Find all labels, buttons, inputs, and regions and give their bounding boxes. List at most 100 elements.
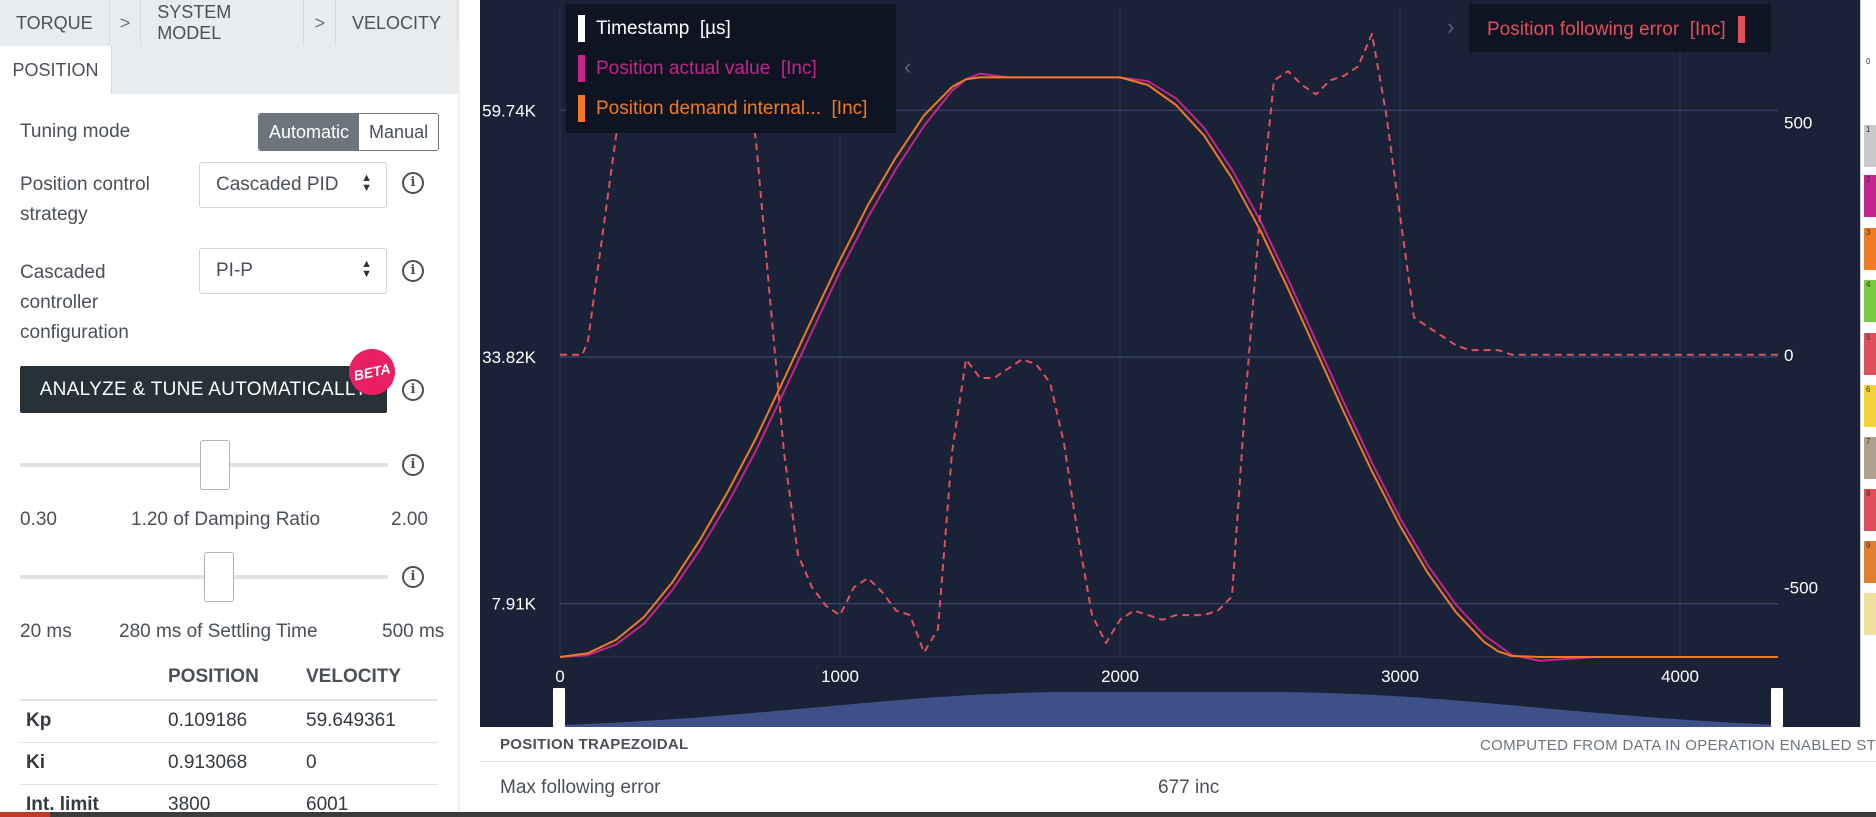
channel-tab[interactable]: 9 [1864,541,1876,583]
config-value: PI-P [216,260,253,281]
y-left-tick-label: 33.82K [482,348,537,367]
tab-row: POSITION [0,46,458,94]
max-following-error-value: 677 inc [1158,777,1220,798]
info-icon[interactable]: i [402,172,424,194]
legend-item-position-demand[interactable]: Position demand internal... [Inc] [578,95,867,122]
gain-velocity-value: 59.649361 [306,700,438,743]
table-row: Ki 0.913068 0 [20,742,438,785]
table-header-velocity: VELOCITY [306,655,438,701]
x-tick-label: 3000 [1381,667,1419,686]
y-left-tick-label: 7.91K [492,595,537,614]
legend-unit: [Inc] [831,97,868,119]
legend-item-timestamp[interactable]: Timestamp [µs] [578,15,731,42]
divider [480,761,1876,762]
panel-scrollbar[interactable]: ⌃ ⌄ [458,0,460,812]
max-following-error-label: Max following error [500,777,661,798]
legend-label: Position demand internal... [596,97,821,119]
cascaded-controller-configuration-select[interactable]: PI-P ▲ ▼ [199,248,387,294]
table-row: Int. limit 3800 6001 [20,784,438,812]
breadcrumb-torque[interactable]: TORQUE [0,0,110,46]
channel-tab[interactable]: 6 [1864,385,1876,427]
legend-label: Timestamp [596,17,690,39]
info-icon[interactable]: i [402,260,424,282]
gain-name: Ki [20,742,168,785]
tuning-mode-manual[interactable]: Manual [359,114,439,150]
legend-swatch [578,15,585,42]
oscilloscope-chart[interactable]: 0 1000 2000 3000 4000 59.74K 33.82K 7.91K 500 0 -5… [480,0,1860,727]
tuning-mode-toggle: Automatic Manual [258,113,440,151]
channel-strip: 0 1 2 3 4 5 6 7 8 9 [1860,0,1876,727]
channel-tab[interactable]: 1 [1864,125,1876,167]
stats-panel: POSITION TRAPEZOIDAL COMPUTED FROM DATA … [480,727,1876,817]
legend-item-position-actual[interactable]: Position actual value [Inc] [578,55,817,82]
channel-tab[interactable]: 3 [1864,228,1876,270]
chart-legend-right: Position following error [Inc] [1469,4,1771,52]
tuning-mode-automatic[interactable]: Automatic [259,114,360,150]
navigator-handle-left [553,688,565,727]
info-icon[interactable]: i [402,566,424,588]
settling-time-slider-track[interactable] [20,575,388,579]
breadcrumb-separator: > [110,0,142,46]
series-line [559,76,1778,658]
gain-velocity-value: 6001 [306,784,438,812]
stats-note: COMPUTED FROM DATA IN OPERATION ENABLED … [1480,737,1876,754]
gain-name: Int. limit [20,784,168,812]
channel-tab[interactable]: 7 [1864,437,1876,479]
breadcrumb-separator: > [304,0,336,46]
position-control-strategy-label: Position control strategy [20,174,150,225]
x-tick-label: 1000 [821,667,859,686]
legend-swatch [1737,16,1745,43]
info-icon[interactable]: i [402,379,424,401]
breadcrumb: TORQUE > SYSTEM MODEL > VELOCITY [0,0,458,46]
strategy-value: Cascaded PID [216,174,339,195]
y-right-tick-label: 500 [1784,113,1812,132]
position-control-strategy-select[interactable]: Cascaded PID ▲ ▼ [199,162,387,208]
channel-tab[interactable]: 8 [1864,489,1876,531]
stats-title: POSITION TRAPEZOIDAL [500,736,689,753]
select-caret-icon: ▲ ▼ [361,172,372,194]
settling-time-value: 280 ms of Settling Time [119,621,318,642]
settling-time-max: 500 ms [382,621,445,642]
taskbar-edge [0,812,1876,817]
series-line [559,72,1778,662]
analyze-tune-button[interactable]: ANALYZE & TUNE AUTOMATICALLY [20,366,387,413]
channel-tab[interactable]: 0 [1864,57,1876,71]
damping-ratio-slider-handle[interactable] [199,440,230,490]
navigator-handle-right [1771,688,1783,727]
info-icon[interactable]: i [402,454,424,476]
breadcrumb-velocity[interactable]: VELOCITY [336,0,458,46]
gain-position-value: 3800 [168,784,306,812]
tuning-panel: TORQUE > SYSTEM MODEL > VELOCITY POSITIO… [0,0,460,812]
legend-collapse-left-icon[interactable]: ‹ [904,54,912,79]
legend-item-following-error[interactable]: Position following error [Inc] [1487,16,1745,43]
cascaded-controller-configuration-label: Cascaded controller configuration [20,262,129,343]
damping-ratio-min: 0.30 [20,509,57,530]
legend-label: Position following error [1487,18,1680,40]
taskbar-accent [0,812,50,817]
gain-velocity-value: 0 [306,742,438,785]
channel-tab[interactable] [1864,593,1876,635]
settling-time-min: 20 ms [20,621,72,642]
legend-unit: [Inc] [1689,18,1726,40]
channel-tab[interactable]: 5 [1864,333,1876,375]
legend-unit: [Inc] [780,57,817,79]
navigator-area [560,692,1778,727]
table-header [20,655,168,701]
legend-collapse-right-icon[interactable]: › [1447,14,1455,39]
legend-swatch [578,55,585,82]
channel-tab[interactable]: 4 [1864,280,1876,322]
legend-label: Position actual value [596,57,771,79]
gain-position-value: 0.913068 [168,742,306,785]
chart-legend: Timestamp [µs] Position actual value [In… [566,4,896,133]
tab-position[interactable]: POSITION [0,46,112,94]
chart-canvas[interactable]: 0 1000 2000 3000 4000 59.74K 33.82K 7.91K 500 0 -5… [480,0,1860,727]
x-tick-label: 4000 [1661,667,1699,686]
breadcrumb-system-model[interactable]: SYSTEM MODEL [141,0,305,46]
gains-table: POSITION VELOCITY Kp 0.109186 59.649361 … [20,655,438,812]
channel-tab[interactable]: 2 [1864,175,1876,217]
table-row: Kp 0.109186 59.649361 [20,700,438,743]
table-header-position: POSITION [168,655,306,701]
y-right-tick-label: 0 [1784,346,1793,365]
settling-time-slider-handle[interactable] [204,552,235,602]
